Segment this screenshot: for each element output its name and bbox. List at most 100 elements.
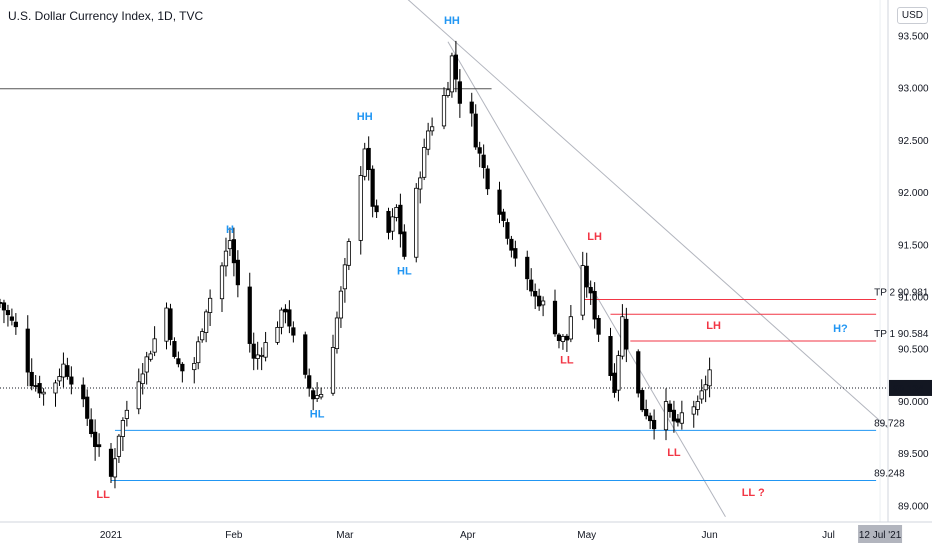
candle-body-57 [223,250,229,267]
pivot-label-8: LH [706,320,721,332]
y-tick-label-1: 93.000 [898,84,929,95]
candle-body-15 [57,376,62,382]
candle-body-18 [69,376,74,385]
candle-body-142 [560,336,566,342]
candle-body-102 [402,231,407,257]
candle-body-84 [330,347,336,394]
candle-body-171 [675,418,680,423]
y-tick-label-4: 91.500 [898,240,929,251]
candle-body-116 [457,81,462,104]
candle-body-23 [89,419,94,435]
candle-body-17 [65,365,70,377]
candle-body-74 [291,327,296,336]
candle-body-178 [703,384,708,391]
candle-body-63 [247,286,252,344]
candle-body-140 [552,300,558,335]
candle-body-99 [390,216,395,232]
candle-body-66 [259,354,264,357]
pivot-label-4: HL [310,409,325,421]
candle-body-7 [25,328,30,373]
candle-body-161 [636,351,641,394]
candle-body-115 [453,54,458,80]
level-label-5: 89.248 [874,468,905,479]
candle-body-157 [620,316,625,357]
candle-body-175 [691,406,696,415]
candle-body-51 [200,331,205,341]
candle-body-130 [513,248,518,259]
candle-body-53 [208,297,213,313]
candle-body-36 [140,373,145,385]
candle-body-2 [5,310,11,316]
candle-body-32 [124,409,129,419]
candle-body-3 [9,316,14,321]
candle-body-120 [473,113,478,148]
candle-body-154 [608,336,613,377]
candle-body-108 [426,130,431,150]
candle-body-71 [279,309,284,328]
candle-body-106 [418,177,423,190]
y-tick-label-7: 90.000 [898,397,929,408]
candle-body-155 [612,372,617,393]
candle-body-80 [315,395,320,399]
candle-body-136 [537,295,542,307]
last-price-tag [889,379,932,396]
y-tick-label-2: 92.500 [898,136,929,147]
candle-body-127 [501,211,506,222]
candle-body-168 [663,401,669,431]
candle-body-10 [37,383,42,394]
candle-body-78 [307,375,312,389]
candle-body-77 [303,334,308,375]
candle-body-179 [707,369,712,387]
date-tag [858,525,903,543]
y-tick-label-3: 92.000 [898,188,929,199]
candle-body-121 [477,147,482,154]
level-label-4: 89.728 [874,418,905,429]
candle-body-85 [334,317,340,350]
candle-body-64 [251,343,256,359]
candle-body-165 [652,419,657,430]
candle-body-141 [556,334,562,341]
y-tick-label-0: 93.500 [898,32,929,43]
candles [0,40,712,489]
level-label-3: TP 1 90.584 [874,329,929,340]
candle-body-11 [41,391,46,395]
candle-body-44 [172,341,177,357]
trendline-0 [407,0,889,429]
pivot-label-6: LH [587,231,602,243]
candle-body-126 [497,189,502,215]
candle-body-122 [481,154,486,168]
candle-body-144 [568,316,573,340]
candle-body-91 [358,175,363,241]
candle-body-67 [263,342,268,358]
candle-body-81 [319,394,324,398]
x-tick-label-2: Mar [336,530,354,541]
candle-body-162 [640,390,645,411]
candle-body-101 [398,204,403,235]
candle-body-129 [509,238,514,251]
candle-body-143 [564,335,569,341]
last-price-label: 90.134 [893,384,924,395]
candle-body-45 [176,358,181,365]
candle-body-16 [61,363,66,378]
y-tick-label-5: 91.000 [898,293,929,304]
candle-body-38 [148,353,153,360]
y-tick-label-9: 89.000 [898,501,929,512]
y-tick-label-8: 89.500 [898,449,929,460]
candle-body-100 [394,207,399,218]
candle-body-163 [644,408,649,417]
candle-body-39 [152,338,157,353]
y-tick-label-6: 90.500 [898,345,929,356]
candle-body-37 [144,356,149,373]
candle-body-9 [33,385,38,387]
candle-body-109 [430,126,435,132]
currency-unit-button[interactable]: USD [896,7,928,24]
candle-body-30 [116,435,122,457]
candle-body-22 [85,396,90,419]
candle-body-49 [192,362,197,371]
pivot-label-9: LL [667,447,681,459]
candle-body-176 [695,401,700,410]
candle-body-98 [386,210,391,233]
